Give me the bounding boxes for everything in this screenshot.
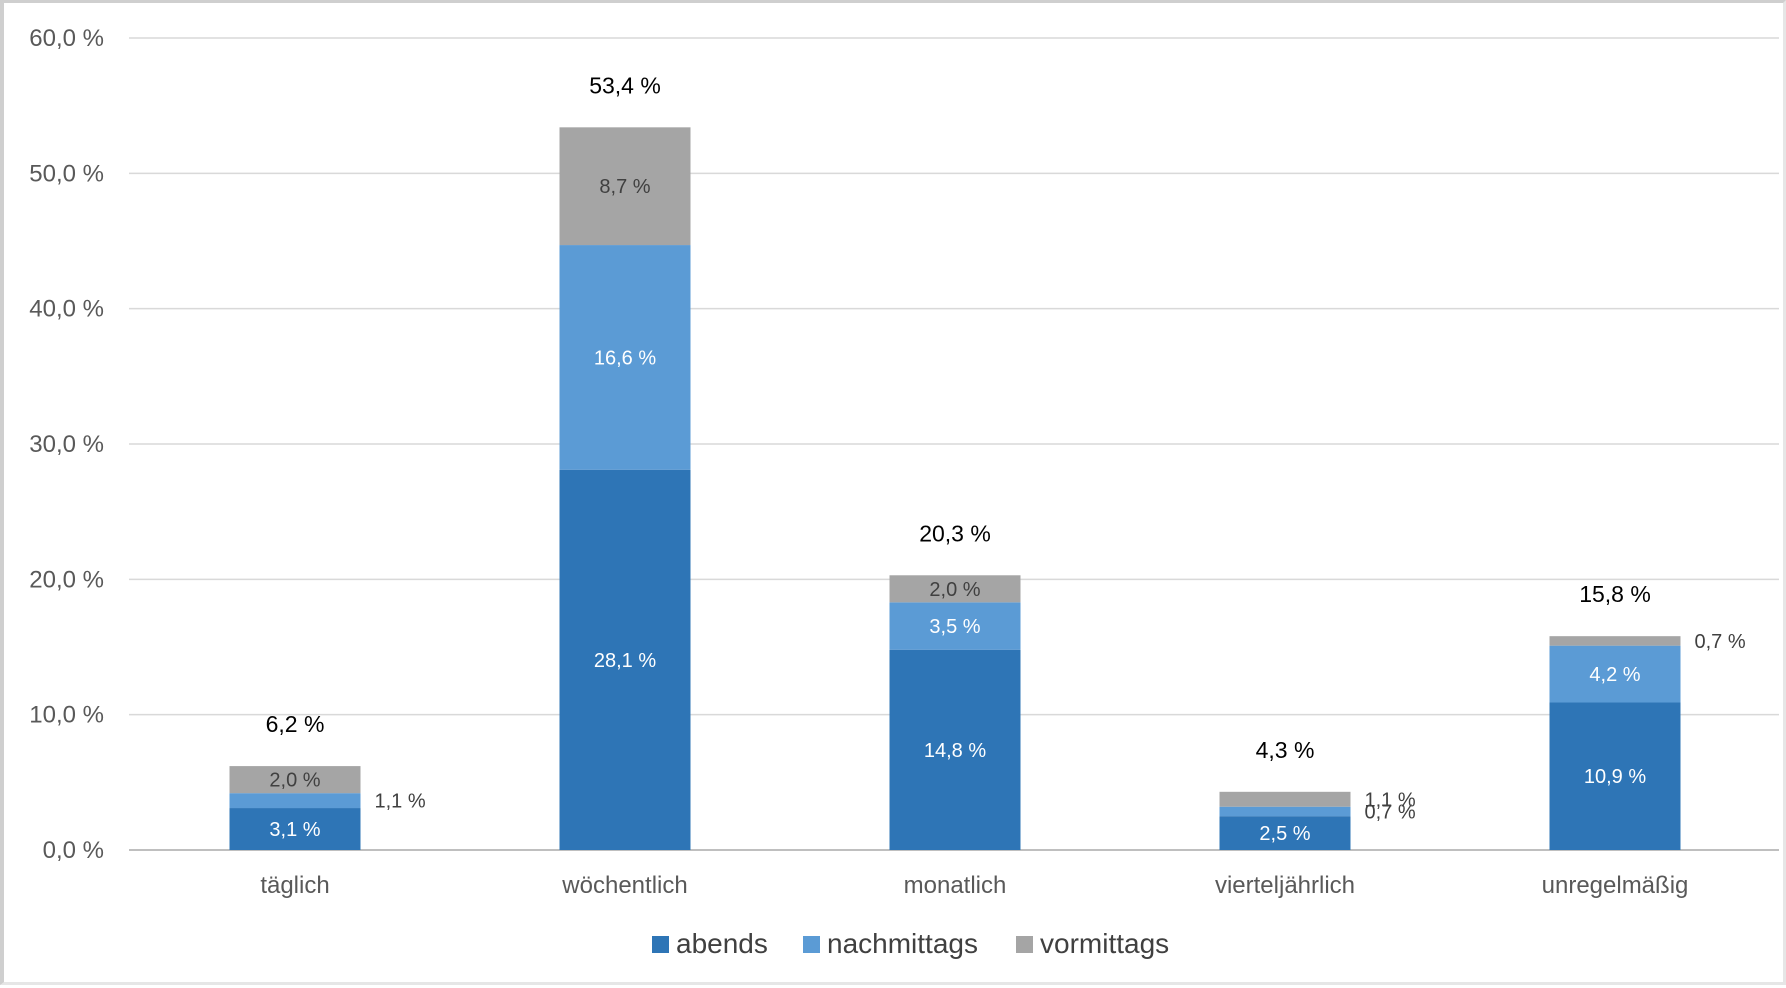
total-label: 53,4 % [589,72,661,98]
x-tick-label: monatlich [904,872,1007,899]
data-label: 10,9 % [1584,766,1646,788]
legend-label: vormittags [1040,928,1169,959]
bar-segment-abends [559,469,691,850]
y-tick-label: 0,0 % [43,837,104,864]
total-label: 15,8 % [1579,581,1651,607]
data-label: 28,1 % [594,650,656,672]
bar-segment-nachmittags [229,793,361,809]
legend-swatch-nachmittags [803,936,820,953]
y-tick-label: 50,0 % [29,160,104,187]
y-tick-label: 30,0 % [29,431,104,458]
data-label: 1,1 % [375,791,426,813]
legend-label: nachmittags [827,928,978,959]
y-tick-label: 20,0 % [29,566,104,593]
data-label: 16,6 % [594,347,656,369]
data-label: 1,1 % [1365,789,1416,811]
data-label: 2,0 % [269,770,320,792]
legend-swatch-abends [652,936,669,953]
total-label: 20,3 % [919,520,991,546]
data-label: 2,0 % [929,579,980,601]
bar-segment-abends [1549,702,1681,850]
bar-segment-vormittags [1549,636,1681,646]
bar-segment-vormittags [1219,791,1351,807]
x-tick-label: vierteljährlich [1215,872,1355,899]
data-label: 0,7 % [1695,631,1746,653]
bar-segment-nachmittags [889,602,1021,650]
legend-label: abends [676,928,768,959]
total-label: 4,3 % [1256,737,1315,763]
data-label: 3,1 % [269,819,320,841]
y-tick-label: 60,0 % [29,25,104,52]
legend-swatch-vormittags [1016,936,1033,953]
data-label: 2,5 % [1259,823,1310,845]
y-tick-label: 40,0 % [29,296,104,323]
data-label: 14,8 % [924,740,986,762]
y-tick-label: 10,0 % [29,702,104,729]
x-tick-label: unregelmäßig [1542,872,1689,899]
bar-segment-vormittags [559,127,691,246]
bar-segment-nachmittags [1549,645,1681,703]
data-label: 4,2 % [1589,664,1640,686]
bar-segment-vormittags [889,575,1021,603]
data-label: 3,5 % [929,616,980,638]
bar-segment-nachmittags [559,245,691,470]
total-label: 6,2 % [266,711,325,737]
bar-segment-nachmittags [1219,806,1351,817]
data-label: 0,7 % [1365,801,1416,823]
bar-segment-abends [889,649,1021,850]
bar-segment-abends [1219,816,1351,850]
data-label: 8,7 % [599,176,650,198]
bar-segment-vormittags [229,766,361,794]
stacked-bar-chart: 0,0 % 10,0 % 20,0 % 30,0 % 40,0 % 50,0 % 60,0 … [29,25,1779,959]
x-tick-label: wöchentlich [561,872,687,899]
bar-segment-abends [229,808,361,850]
x-tick-label: täglich [260,872,329,899]
